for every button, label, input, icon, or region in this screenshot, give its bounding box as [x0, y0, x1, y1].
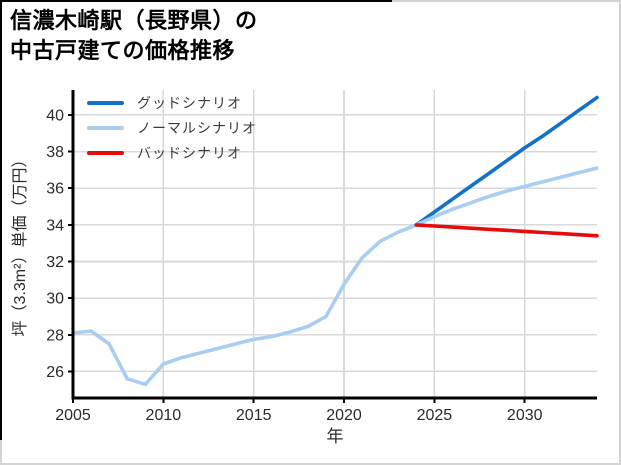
- series-line-history-actual: [71, 223, 419, 387]
- frame-edge-bottom: [0, 463, 621, 465]
- x-tick-label-2010: 2010: [146, 407, 182, 424]
- normal-scenario-line-icon: [87, 125, 124, 130]
- y-tick-label-36: 36: [46, 181, 64, 198]
- x-tick-label-2015: 2015: [236, 407, 272, 424]
- legend-item-good: グッドシナリオ: [87, 94, 257, 111]
- bad-scenario-line-icon: [87, 150, 124, 155]
- y-tick-label-32: 32: [46, 254, 64, 271]
- legend: グッドシナリオ ノーマルシナリオ バッドシナリオ: [87, 94, 257, 161]
- frame-edge-right: [619, 0, 621, 465]
- y-axis-label: 坪（3.3m²）単価（万円）: [11, 152, 29, 337]
- chart-title-line1: 信濃木崎駅（長野県）の: [10, 8, 258, 33]
- x-tick-label-2025: 2025: [417, 407, 453, 424]
- y-tick-label-34: 34: [46, 217, 64, 234]
- series-line-normal-scenario: [414, 166, 599, 227]
- legend-label-normal: ノーマルシナリオ: [137, 119, 257, 136]
- frame-edge-left-black: [0, 0, 2, 440]
- series-line-bad-scenario: [414, 223, 599, 238]
- series-line-good-scenario: [414, 95, 599, 227]
- legend-item-normal: ノーマルシナリオ: [87, 119, 257, 136]
- y-tick-label-30: 30: [46, 291, 64, 308]
- frame-edge-top-black: [0, 0, 392, 2]
- y-tick-label-40: 40: [46, 107, 64, 124]
- x-tick-label-2030: 2030: [507, 407, 543, 424]
- chart-title-line2: 中古戸建ての価格推移: [10, 38, 236, 63]
- legend-label-good: グッドシナリオ: [137, 94, 242, 111]
- x-tick-label-2005: 2005: [55, 407, 91, 424]
- x-axis-label: 年: [327, 427, 344, 446]
- good-scenario-line-icon: [87, 100, 124, 105]
- y-tick-label-26: 26: [46, 364, 64, 381]
- y-tick-label-38: 38: [46, 144, 64, 161]
- legend-label-bad: バッドシナリオ: [137, 144, 242, 161]
- legend-item-bad: バッドシナリオ: [87, 144, 257, 161]
- chart-title: 信濃木崎駅（長野県）の 中古戸建ての価格推移: [10, 6, 258, 66]
- x-tick-label-2020: 2020: [326, 407, 362, 424]
- y-tick-label-28: 28: [46, 327, 64, 344]
